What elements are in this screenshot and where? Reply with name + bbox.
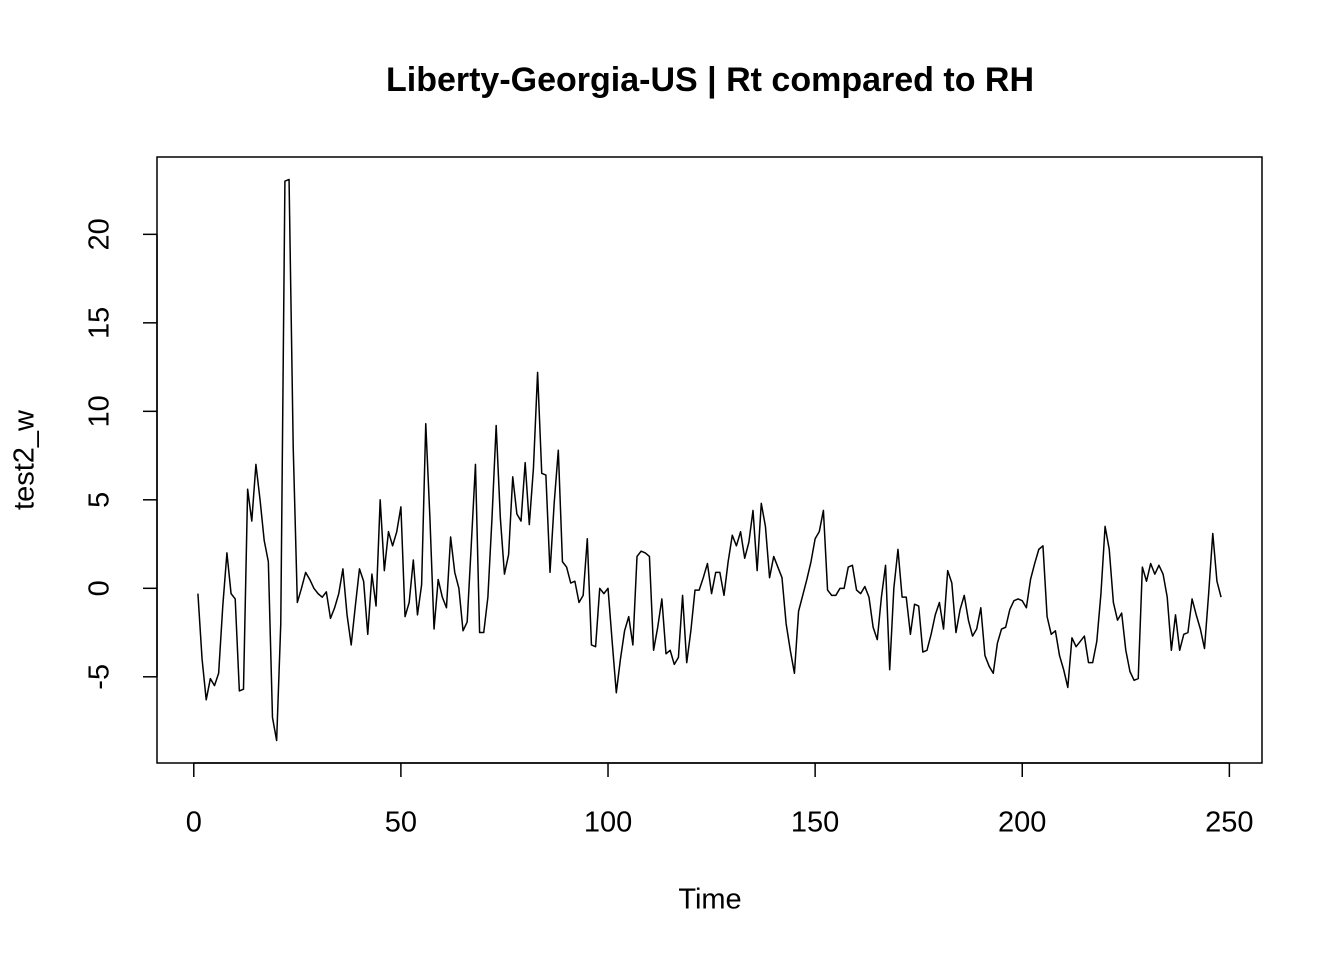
x-tick-label: 150 bbox=[791, 807, 839, 839]
plot-box bbox=[156, 156, 1263, 764]
chart-title: Liberty-Georgia-US | Rt compared to RH bbox=[386, 61, 1034, 99]
y-tick-label: 5 bbox=[84, 492, 116, 508]
y-tick-label: 15 bbox=[84, 307, 116, 339]
y-tick-label: 0 bbox=[84, 580, 116, 596]
x-axis-label: Time bbox=[678, 884, 741, 916]
y-tick-label: -5 bbox=[84, 664, 116, 690]
y-tick-label: 20 bbox=[84, 218, 116, 250]
x-tick-label: 0 bbox=[186, 807, 202, 839]
x-tick-label: 100 bbox=[584, 807, 632, 839]
x-tick-label: 50 bbox=[385, 807, 417, 839]
x-tick-label: 200 bbox=[998, 807, 1046, 839]
y-axis-label: test2_w bbox=[9, 409, 41, 510]
y-tick-label: 10 bbox=[84, 395, 116, 427]
x-tick-label: 250 bbox=[1205, 807, 1253, 839]
data-line bbox=[197, 178, 1222, 742]
